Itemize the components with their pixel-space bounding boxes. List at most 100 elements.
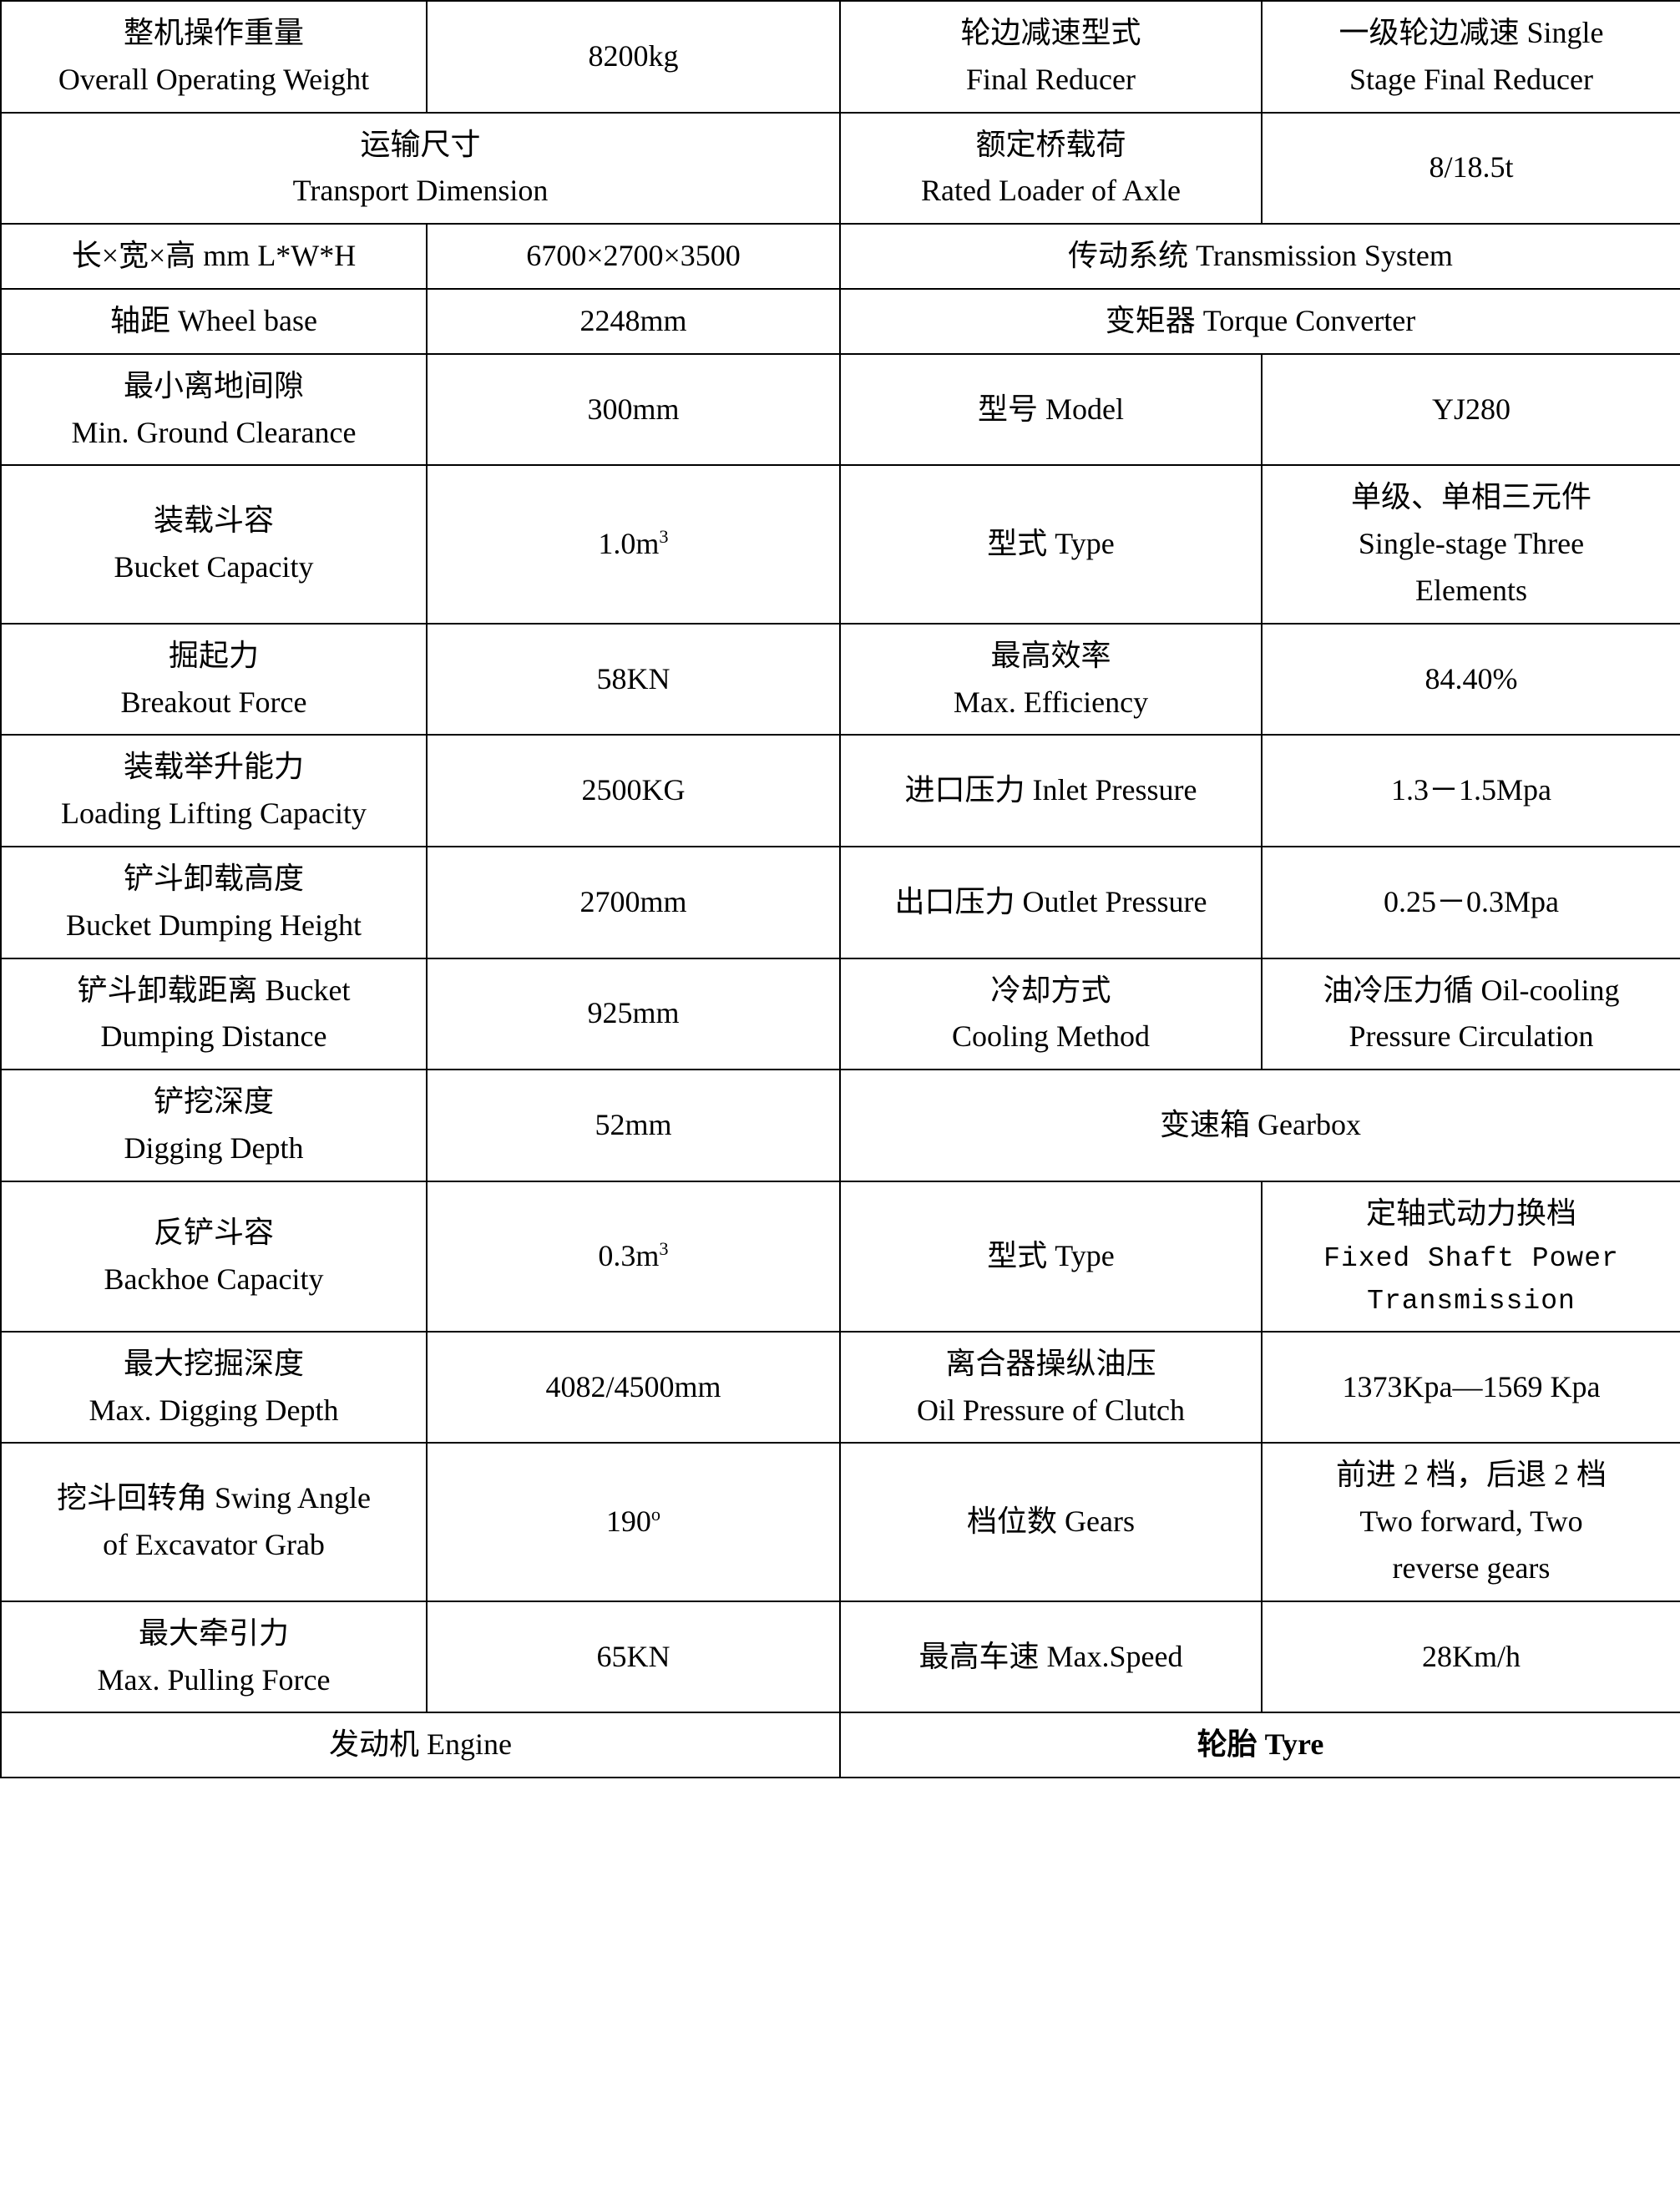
torque-converter-header: 变矩器 Torque Converter xyxy=(839,287,1680,355)
cell-line: Transport Dimension xyxy=(292,174,549,208)
cell-line: 挖斗回转角 Swing Angle xyxy=(56,1481,371,1515)
cell-line: Min. Ground Clearance xyxy=(71,415,357,449)
breakout-force-value: 58KN xyxy=(426,622,841,736)
cell-line-mono: Transmission xyxy=(1367,1285,1576,1317)
cell-line: Stage Final Reducer xyxy=(1349,62,1593,96)
oil-pressure-clutch-label: 离合器操纵油压 Oil Pressure of Clutch xyxy=(839,1330,1263,1444)
cell-line: 925mm xyxy=(587,996,680,1030)
gears-label: 档位数 Gears xyxy=(839,1442,1263,1602)
cell-line: of Excavator Grab xyxy=(103,1528,325,1562)
table-row: 掘起力 Breakout Force 58KN 最高效率 Max. Efficiency… xyxy=(0,622,1680,736)
table-row: 发动机 Engine 轮胎 Tyre xyxy=(0,1712,1680,1779)
cell-line: 1.3－1.5Mpa xyxy=(1391,773,1551,807)
lwh-value: 6700×2700×3500 xyxy=(426,223,841,290)
gearbox-header: 变速箱 Gearbox xyxy=(839,1069,1680,1182)
cell-line: 运输尺寸 xyxy=(360,127,481,161)
cell-line: 装载斗容 xyxy=(153,503,274,538)
cell-line: 整机操作重量 xyxy=(123,16,304,49)
table-row: 长×宽×高 mm L*W*H 6700×2700×3500 传动系统 Transmi… xyxy=(0,223,1680,290)
gearbox-type-label: 型式 Type xyxy=(839,1180,1263,1333)
rated-loader-axle-label: 额定桥载荷 Rated Loader of Axle xyxy=(839,111,1263,225)
cell-line: Bucket Capacity xyxy=(114,550,314,584)
cell-line: Dumping Distance xyxy=(100,1019,327,1054)
cell-line: 84.40% xyxy=(1424,661,1518,695)
table-row: 反铲斗容 Backhoe Capacity 0.3m3 型式 Type 定轴式动力换档 F… xyxy=(0,1180,1680,1333)
swing-angle-label: 挖斗回转角 Swing Angle of Excavator Grab xyxy=(0,1442,428,1602)
cell-line: 档位数 Gears xyxy=(967,1505,1135,1539)
outlet-pressure-value: 0.25－0.3Mpa xyxy=(1261,845,1680,959)
bucket-dumping-height-value: 2700mm xyxy=(426,845,841,959)
cell-line: Overall Operating Weight xyxy=(58,62,370,96)
wheel-base-value: 2248mm xyxy=(426,287,841,355)
cell-line: 轮胎 Tyre xyxy=(1197,1727,1324,1762)
cell-line: 最小离地间隙 xyxy=(123,368,304,402)
table-row: 装载举升能力 Loading Lifting Capacity 2500KG 进口压力… xyxy=(0,734,1680,847)
cell-line: 8200kg xyxy=(588,38,679,73)
table-row: 轴距 Wheel base 2248mm 变矩器 Torque Converter xyxy=(0,287,1680,355)
digging-depth-label: 铲挖深度 Digging Depth xyxy=(0,1069,428,1182)
cell-line: 型式 Type xyxy=(987,527,1115,561)
cell-line: YJ280 xyxy=(1431,392,1510,426)
cell-line: 反铲斗容 xyxy=(153,1215,274,1249)
final-reducer-value: 一级轮边减速 Single Stage Final Reducer xyxy=(1261,0,1680,114)
cell-line: 定轴式动力换档 xyxy=(1365,1196,1576,1230)
cell-line: 铲挖深度 xyxy=(153,1085,274,1119)
cell-line: Rated Loader of Axle xyxy=(921,174,1181,208)
torque-converter-type-value: 单级、单相三元件 Single-stage Three Elements xyxy=(1261,464,1680,625)
loading-lifting-capacity-label: 装载举升能力 Loading Lifting Capacity xyxy=(0,734,428,847)
cell-line: 300mm xyxy=(587,392,680,426)
max-digging-depth-value: 4082/4500mm xyxy=(426,1330,841,1444)
cell-line: 型号 Model xyxy=(978,392,1124,426)
bucket-dumping-distance-label: 铲斗卸载距离 Bucket Dumping Distance xyxy=(0,957,428,1071)
rated-loader-axle-value: 8/18.5t xyxy=(1261,111,1680,225)
cell-line: Max. Digging Depth xyxy=(89,1393,339,1427)
table-row: 铲挖深度 Digging Depth 52mm 变速箱 Gearbox xyxy=(0,1069,1680,1182)
cell-line: 最大挖掘深度 xyxy=(123,1346,304,1380)
final-reducer-label: 轮边减速型式 Final Reducer xyxy=(839,0,1263,114)
cell-line: 出口压力 Outlet Pressure xyxy=(894,884,1207,918)
table-row: 运输尺寸 Transport Dimension 额定桥载荷 Rated Loader… xyxy=(0,111,1680,225)
cell-line: 发动机 Engine xyxy=(329,1727,512,1762)
cell-line: 4082/4500mm xyxy=(545,1369,721,1403)
inlet-pressure-value: 1.3－1.5Mpa xyxy=(1261,734,1680,847)
table-row: 挖斗回转角 Swing Angle of Excavator Grab 190o 档位… xyxy=(0,1442,1680,1602)
table-row: 最大牵引力 Max. Pulling Force 65KN 最高车速 Max.Spee… xyxy=(0,1600,1680,1714)
transport-dimension-header: 运输尺寸 Transport Dimension xyxy=(0,111,841,225)
cell-line: Max. Pulling Force xyxy=(97,1662,331,1697)
backhoe-capacity-label: 反铲斗容 Backhoe Capacity xyxy=(0,1180,428,1333)
cell-line: 1373Kpa—1569 Kpa xyxy=(1342,1369,1601,1403)
cell-line: Final Reducer xyxy=(966,62,1136,96)
cell-line: Elements xyxy=(1415,573,1527,607)
wheel-base-label: 轴距 Wheel base xyxy=(0,287,428,355)
swing-angle-value: 190o xyxy=(426,1442,841,1602)
lwh-label: 长×宽×高 mm L*W*H xyxy=(0,223,428,290)
digging-depth-value: 52mm xyxy=(426,1069,841,1182)
cell-line: 轮边减速型式 xyxy=(960,16,1141,49)
cell-line: 前进 2 档，后退 2 档 xyxy=(1335,1458,1607,1492)
cell-line: Oil Pressure of Clutch xyxy=(917,1393,1185,1427)
table-row: 最小离地间隙 Min. Ground Clearance 300mm 型号 Model… xyxy=(0,352,1680,467)
overall-operating-weight-value: 8200kg xyxy=(426,0,841,114)
backhoe-capacity-value: 0.3m3 xyxy=(426,1180,841,1333)
cell-line: 2248mm xyxy=(579,303,687,337)
table-body: 整机操作重量 Overall Operating Weight 8200kg 轮边减速… xyxy=(0,0,1680,1779)
cell-line: Max. Efficiency xyxy=(953,685,1149,719)
inlet-pressure-label: 进口压力 Inlet Pressure xyxy=(839,734,1263,847)
cell-line: Single-stage Three xyxy=(1358,527,1585,561)
transmission-system-header: 传动系统 Transmission System xyxy=(839,223,1680,290)
torque-converter-type-label: 型式 Type xyxy=(839,464,1263,625)
cell-line: 铲斗卸载高度 xyxy=(123,861,304,895)
min-ground-clearance-label: 最小离地间隙 Min. Ground Clearance xyxy=(0,352,428,467)
gears-value: 前进 2 档，后退 2 档 Two forward, Two reverse gea… xyxy=(1261,1442,1680,1602)
max-pulling-force-value: 65KN xyxy=(426,1600,841,1714)
table-row: 整机操作重量 Overall Operating Weight 8200kg 轮边减速… xyxy=(0,0,1680,114)
cooling-method-label: 冷却方式 Cooling Method xyxy=(839,957,1263,1071)
cell-line: Backhoe Capacity xyxy=(104,1262,324,1296)
cell-line: 传动系统 Transmission System xyxy=(1068,239,1453,273)
min-ground-clearance-value: 300mm xyxy=(426,352,841,467)
overall-operating-weight-label: 整机操作重量 Overall Operating Weight xyxy=(0,0,428,114)
oil-pressure-clutch-value: 1373Kpa—1569 Kpa xyxy=(1261,1330,1680,1444)
cell-line: 轴距 Wheel base xyxy=(110,303,317,337)
bucket-capacity-label: 装载斗容 Bucket Capacity xyxy=(0,464,428,625)
cell-line: 长×宽×高 mm L*W*H xyxy=(71,239,357,273)
